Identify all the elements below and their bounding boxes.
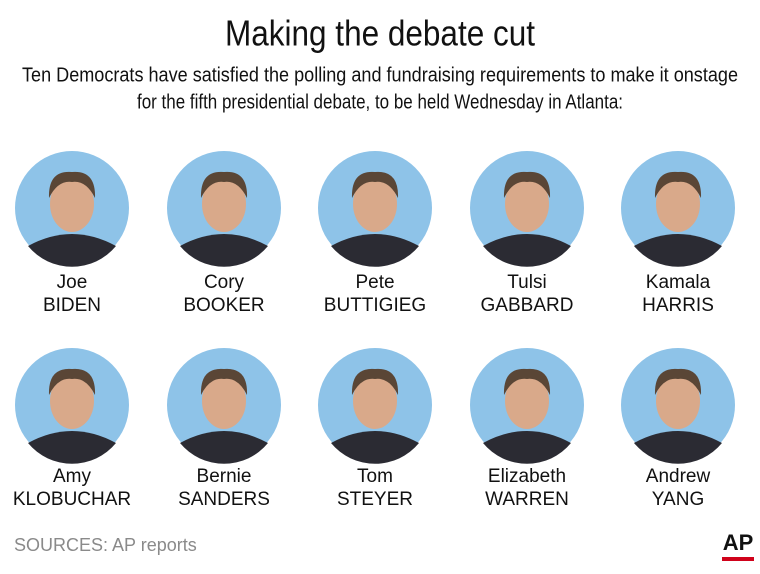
- portrait-face: [202, 373, 246, 429]
- portrait-hair: [48, 368, 96, 395]
- portrait-hair: [200, 368, 248, 395]
- subtitle-line: for the fifth presidential debate, to be…: [137, 91, 623, 113]
- portrait-face: [50, 373, 94, 429]
- first-name: Pete: [355, 272, 394, 293]
- last-name: BUTTIGIEG: [324, 295, 426, 316]
- portrait-shoulders: [28, 431, 116, 464]
- first-name: Andrew: [646, 466, 711, 487]
- subtitle-line: Ten Democrats have satisfied the polling…: [22, 64, 738, 86]
- portrait-hair: [200, 171, 248, 198]
- first-name: Bernie: [197, 466, 252, 487]
- first-name: Amy: [53, 466, 92, 487]
- last-name: GABBARD: [481, 295, 574, 316]
- portrait-face: [202, 176, 246, 232]
- portrait-face: [656, 176, 700, 232]
- first-name: Tulsi: [507, 272, 546, 293]
- portrait-face: [505, 176, 549, 232]
- portrait-hair: [654, 368, 702, 395]
- portrait-shoulders: [331, 234, 419, 267]
- portrait-face: [50, 176, 94, 232]
- last-name: BOOKER: [183, 295, 264, 316]
- last-name: KLOBUCHAR: [13, 489, 131, 510]
- portrait-face: [353, 373, 397, 429]
- source: SOURCES: AP reports: [14, 535, 197, 555]
- portrait-hair: [351, 368, 399, 395]
- last-name: WARREN: [485, 489, 569, 510]
- title: Making the debate cut: [225, 13, 535, 54]
- last-name: BIDEN: [43, 295, 101, 316]
- last-name: SANDERS: [178, 489, 270, 510]
- last-name: YANG: [652, 489, 704, 510]
- portrait-hair: [503, 368, 551, 395]
- first-name: Tom: [357, 466, 393, 487]
- portrait-shoulders: [634, 431, 722, 464]
- portrait-shoulders: [483, 431, 571, 464]
- logo-underline: [722, 557, 754, 561]
- portrait-shoulders: [331, 431, 419, 464]
- first-name: Elizabeth: [488, 466, 566, 487]
- portrait-face: [353, 176, 397, 232]
- portrait-hair: [351, 171, 399, 198]
- portrait-face: [656, 373, 700, 429]
- first-name: Joe: [57, 272, 88, 293]
- logo: AP: [723, 530, 754, 555]
- last-name: HARRIS: [642, 295, 714, 316]
- portrait-hair: [654, 171, 702, 198]
- portrait-shoulders: [28, 234, 116, 267]
- portrait-hair: [503, 171, 551, 198]
- first-name: Cory: [204, 272, 245, 293]
- portrait-shoulders: [180, 234, 268, 267]
- portrait-shoulders: [483, 234, 571, 267]
- portrait-face: [505, 373, 549, 429]
- first-name: Kamala: [646, 272, 711, 293]
- portrait-shoulders: [180, 431, 268, 464]
- last-name: STEYER: [337, 489, 413, 510]
- portrait-hair: [48, 171, 96, 198]
- portrait-shoulders: [634, 234, 722, 267]
